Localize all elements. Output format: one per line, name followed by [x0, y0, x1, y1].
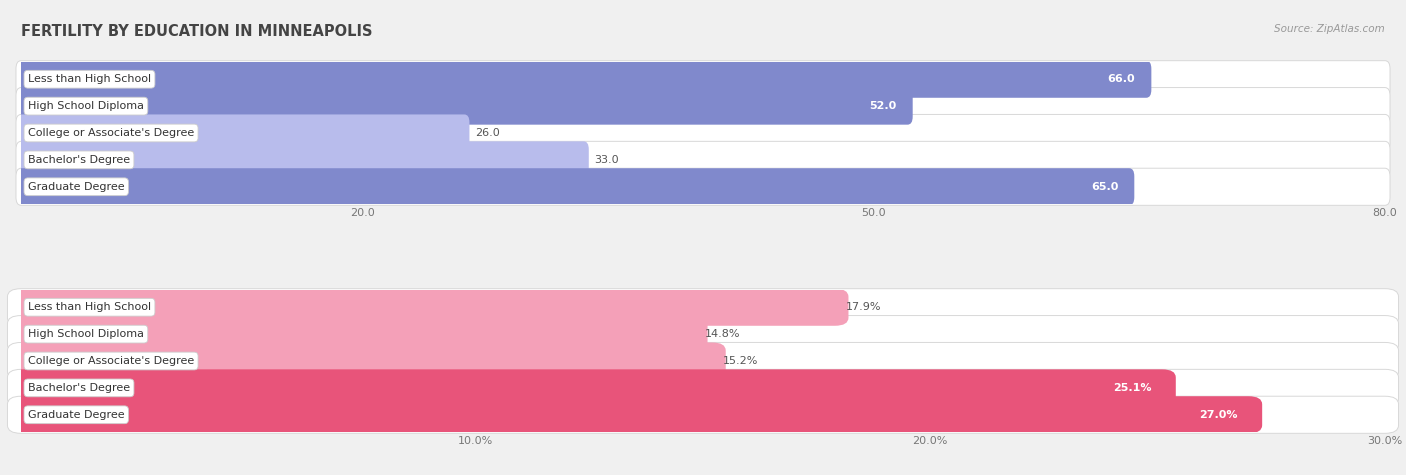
FancyBboxPatch shape — [15, 142, 1391, 179]
FancyBboxPatch shape — [7, 315, 1399, 352]
FancyBboxPatch shape — [7, 396, 1263, 433]
Text: 27.0%: 27.0% — [1199, 410, 1237, 420]
FancyBboxPatch shape — [15, 114, 1391, 152]
Text: 52.0: 52.0 — [869, 101, 897, 111]
FancyBboxPatch shape — [15, 87, 912, 124]
Text: Less than High School: Less than High School — [28, 74, 150, 84]
Text: Graduate Degree: Graduate Degree — [28, 410, 125, 420]
FancyBboxPatch shape — [15, 61, 1391, 98]
Text: Graduate Degree: Graduate Degree — [28, 182, 125, 192]
FancyBboxPatch shape — [15, 142, 589, 179]
FancyBboxPatch shape — [7, 342, 1399, 380]
Text: 15.2%: 15.2% — [723, 356, 758, 366]
FancyBboxPatch shape — [7, 396, 1399, 433]
Text: 14.8%: 14.8% — [704, 329, 741, 339]
Text: College or Associate's Degree: College or Associate's Degree — [28, 356, 194, 366]
FancyBboxPatch shape — [15, 114, 470, 152]
FancyBboxPatch shape — [7, 289, 848, 326]
Text: 65.0: 65.0 — [1091, 182, 1118, 192]
Text: 26.0: 26.0 — [475, 128, 501, 138]
Text: College or Associate's Degree: College or Associate's Degree — [28, 128, 194, 138]
Text: 66.0: 66.0 — [1108, 74, 1135, 84]
Text: Less than High School: Less than High School — [28, 302, 150, 312]
FancyBboxPatch shape — [7, 342, 725, 380]
Text: FERTILITY BY EDUCATION IN MINNEAPOLIS: FERTILITY BY EDUCATION IN MINNEAPOLIS — [21, 24, 373, 39]
Text: Bachelor's Degree: Bachelor's Degree — [28, 383, 129, 393]
FancyBboxPatch shape — [7, 289, 1399, 326]
Text: High School Diploma: High School Diploma — [28, 329, 143, 339]
FancyBboxPatch shape — [7, 315, 707, 352]
Text: Bachelor's Degree: Bachelor's Degree — [28, 155, 129, 165]
FancyBboxPatch shape — [15, 168, 1391, 205]
FancyBboxPatch shape — [7, 370, 1399, 407]
FancyBboxPatch shape — [15, 168, 1135, 205]
Text: 33.0: 33.0 — [595, 155, 619, 165]
Text: 25.1%: 25.1% — [1112, 383, 1152, 393]
FancyBboxPatch shape — [7, 370, 1175, 407]
Text: 17.9%: 17.9% — [846, 302, 882, 312]
Text: Source: ZipAtlas.com: Source: ZipAtlas.com — [1274, 24, 1385, 34]
Text: High School Diploma: High School Diploma — [28, 101, 143, 111]
FancyBboxPatch shape — [15, 61, 1152, 98]
FancyBboxPatch shape — [15, 87, 1391, 124]
